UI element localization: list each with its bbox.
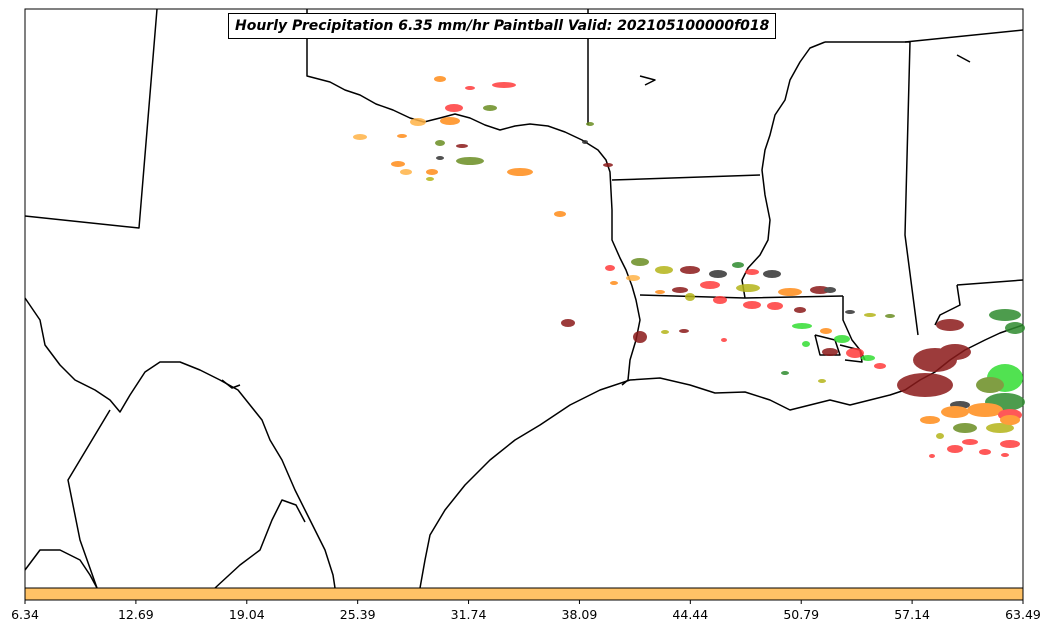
colorbar-tick-label: 12.69: [117, 607, 154, 622]
colorbar-tick-label: 57.14: [894, 607, 931, 622]
colorbar-tick-label: 38.09: [561, 607, 598, 622]
colorbar-tick-label: 31.74: [450, 607, 487, 622]
colorbar: [24, 587, 1024, 601]
map-title: Hourly Precipitation 6.35 mm/hr Paintbal…: [228, 13, 777, 39]
colorbar-tick-label: 25.39: [339, 607, 376, 622]
state-boundaries: [24, 8, 1024, 589]
colorbar-ticks: [24, 600, 1024, 604]
colorbar-tick-label: 50.79: [783, 607, 820, 622]
colorbar-tick-label: 19.04: [228, 607, 265, 622]
paintball-layer: [353, 76, 1025, 458]
colorbar-tick-label: 44.44: [672, 607, 709, 622]
colorbar-tick-label: 6.34: [11, 607, 39, 622]
colorbar-tick-label: 63.49: [1005, 607, 1041, 622]
map-frame: [24, 8, 1024, 589]
